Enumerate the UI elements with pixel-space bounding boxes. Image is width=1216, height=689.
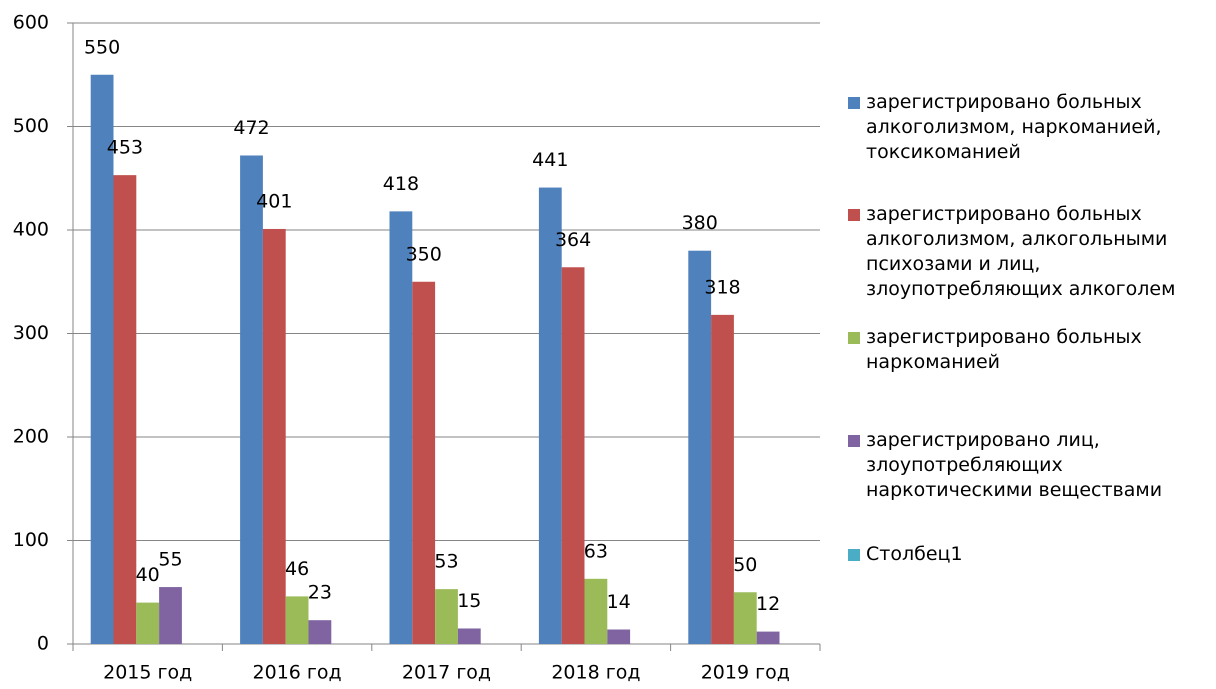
y-tick-label: 200 xyxy=(13,426,49,448)
data-label: 401 xyxy=(256,190,292,212)
bar xyxy=(756,631,780,644)
legend-label: зарегистрировано больных наркоманией xyxy=(866,326,1142,373)
bar xyxy=(240,155,263,645)
bar xyxy=(688,250,712,644)
bar xyxy=(607,629,631,644)
data-label: 318 xyxy=(704,276,740,298)
bar xyxy=(711,314,734,644)
y-tick-label: 400 xyxy=(13,219,49,241)
bar xyxy=(457,628,481,644)
legend-swatch xyxy=(848,332,860,344)
data-label: 53 xyxy=(434,551,458,573)
legend-label: зарегистрировано лиц, злоупотребляющих н… xyxy=(866,429,1163,501)
data-label: 55 xyxy=(158,549,182,571)
data-label: 23 xyxy=(308,582,332,604)
legend-swatch xyxy=(848,209,860,221)
data-label: 441 xyxy=(532,149,568,171)
bar xyxy=(136,602,160,644)
x-tick-label: 2018 год xyxy=(551,662,640,684)
y-tick-label: 0 xyxy=(37,633,49,655)
legend-swatch xyxy=(848,549,860,561)
data-label: 472 xyxy=(233,117,269,139)
data-label: 15 xyxy=(457,590,481,612)
legend-swatch xyxy=(848,97,860,109)
bar xyxy=(538,187,562,644)
bar xyxy=(113,175,137,644)
legend-entry: Столбец1 xyxy=(848,542,1198,567)
bar xyxy=(389,211,413,644)
legend-entry: зарегистрировано больных наркоманией xyxy=(848,325,1198,375)
data-label: 50 xyxy=(733,554,757,576)
data-label: 46 xyxy=(285,558,309,580)
data-label: 380 xyxy=(682,212,718,234)
bar xyxy=(159,587,182,644)
x-tick-label: 2016 год xyxy=(253,662,342,684)
y-tick-label: 500 xyxy=(13,115,49,137)
legend-entry: зарегистрировано больных алкоголизмом, н… xyxy=(848,90,1198,165)
bar xyxy=(412,281,436,644)
legend-label: зарегистрировано больных алкоголизмом, а… xyxy=(866,203,1176,300)
legend-swatch xyxy=(848,435,860,447)
bar xyxy=(561,267,585,644)
data-label: 12 xyxy=(756,593,780,615)
x-tick-label: 2019 год xyxy=(701,662,790,684)
x-tick-label: 2017 год xyxy=(402,662,491,684)
bar xyxy=(262,228,286,644)
bar xyxy=(733,592,757,644)
bar xyxy=(435,589,458,644)
legend-entry: зарегистрировано больных алкоголизмом, а… xyxy=(848,202,1198,302)
bar xyxy=(584,578,608,644)
data-label: 14 xyxy=(607,591,631,613)
data-label: 350 xyxy=(406,243,442,265)
data-label: 63 xyxy=(584,540,608,562)
y-tick-label: 300 xyxy=(13,322,49,344)
legend-entry: зарегистрировано лиц, злоупотребляющих н… xyxy=(848,428,1198,503)
legend-label: Столбец1 xyxy=(866,543,963,565)
bar xyxy=(308,620,332,644)
data-label: 364 xyxy=(555,229,591,251)
data-label: 40 xyxy=(136,564,160,586)
x-tick-label: 2015 год xyxy=(103,662,192,684)
y-tick-label: 100 xyxy=(13,529,49,551)
data-label: 550 xyxy=(84,36,120,58)
data-label: 453 xyxy=(107,137,143,159)
bar xyxy=(285,596,309,644)
data-label: 418 xyxy=(383,173,419,195)
legend-label: зарегистрировано больных алкоголизмом, н… xyxy=(866,91,1162,163)
bar xyxy=(90,74,114,644)
y-tick-label: 600 xyxy=(13,12,49,34)
